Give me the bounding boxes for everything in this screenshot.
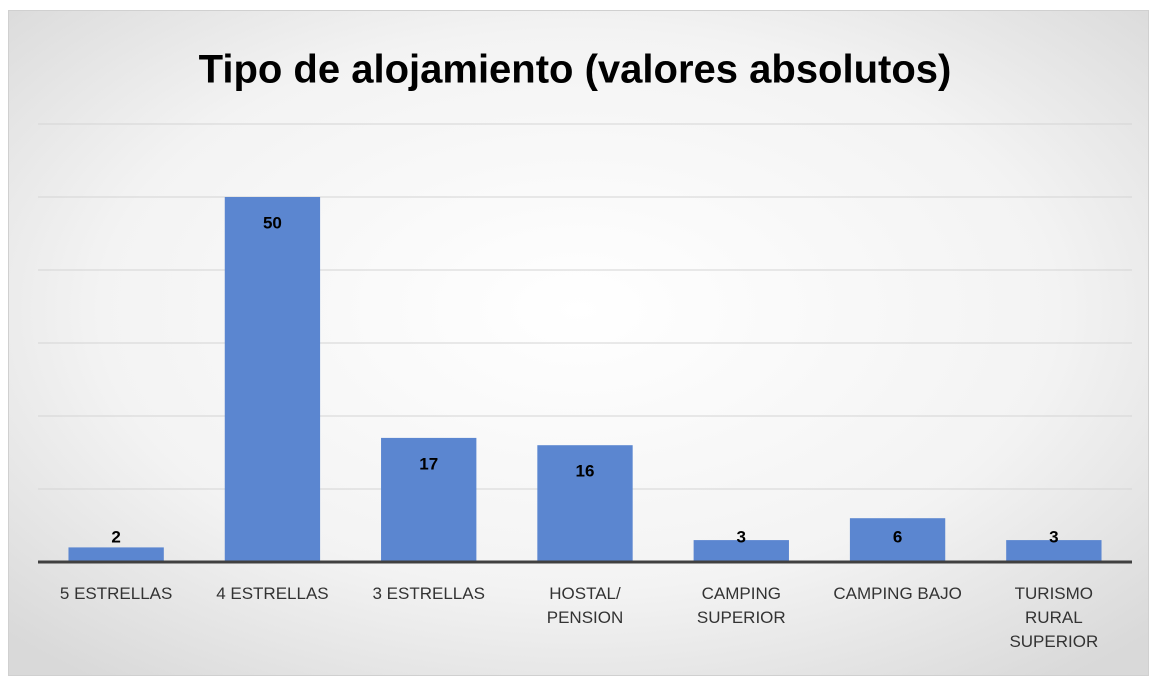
value-label: 50 — [263, 213, 282, 232]
bar — [224, 197, 321, 562]
x-tick-label: TURISMO RURAL SUPERIOR — [1009, 584, 1099, 651]
x-tick-label: 5 ESTRELLAS — [59, 584, 173, 603]
bar — [381, 437, 477, 562]
bar — [693, 540, 789, 562]
bar — [537, 445, 633, 562]
chart-title: Tipo de alojamiento (valores absolutos) — [199, 48, 952, 92]
x-tick-label: 4 ESTRELLAS — [216, 584, 329, 603]
x-tick-label: CAMPING BAJO — [833, 584, 962, 603]
bar — [1006, 540, 1102, 562]
value-label: 16 — [576, 462, 595, 481]
value-label: 3 — [737, 527, 746, 546]
value-label: 17 — [419, 454, 438, 473]
value-label: 3 — [1049, 527, 1058, 546]
bar — [68, 547, 164, 562]
bar — [849, 518, 946, 562]
value-label: 6 — [893, 527, 902, 546]
value-label: 2 — [111, 527, 120, 546]
x-tick-label: HOSTAL/ PENSION — [546, 584, 624, 627]
x-tick-label: 3 ESTRELLAS — [372, 584, 485, 603]
x-tick-label: CAMPING SUPERIOR — [696, 584, 786, 627]
